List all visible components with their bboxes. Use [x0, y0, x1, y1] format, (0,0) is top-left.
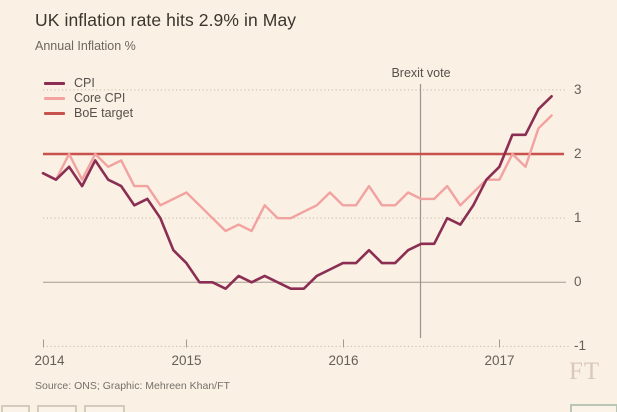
chart-title: UK inflation rate hits 2.9% in May — [35, 10, 297, 30]
chart-legend: CPI Core CPI BoE target — [44, 76, 134, 121]
y-axis-label: 2 — [574, 146, 582, 161]
core-cpi-line-swatch — [44, 97, 65, 100]
legend-item-cpi: CPI — [44, 76, 133, 91]
cpi-line — [41, 95, 553, 291]
y-axis-label: 1 — [574, 210, 582, 226]
x-axis-label: 2017 — [484, 353, 515, 368]
legend-item-core-cpi: Core CPI — [44, 91, 133, 106]
chart-subtitle: Annual Inflation % — [35, 39, 136, 53]
core-cpi-line — [41, 114, 553, 233]
brexit-vote-annotation: Brexit vote — [391, 66, 451, 80]
legend-label: BoE target — [74, 106, 134, 121]
ft-logo: FT — [569, 358, 601, 385]
source-credit: Source: ONS; Graphic: Mehreen Khan/FT — [35, 380, 230, 392]
cutoff-button-2[interactable] — [37, 405, 77, 412]
legend-label: CPI — [74, 76, 95, 91]
legend-item-boe-target: BoE target — [44, 106, 134, 121]
x-axis-label: 2015 — [171, 353, 202, 368]
y-axis-label: 0 — [574, 274, 582, 290]
x-axis-label: 2014 — [34, 353, 65, 368]
y-axis-label: 3 — [574, 81, 582, 97]
y-axis-label: -1 — [574, 338, 587, 354]
cutoff-element-right[interactable] — [570, 404, 617, 412]
x-axis-label: 2016 — [328, 353, 359, 368]
boe-target-line-swatch — [44, 112, 65, 115]
cpi-line-swatch — [44, 82, 65, 85]
legend-label: Core CPI — [74, 91, 126, 106]
cutoff-button-3[interactable] — [84, 405, 125, 412]
cutoff-button-1[interactable] — [1, 405, 30, 412]
